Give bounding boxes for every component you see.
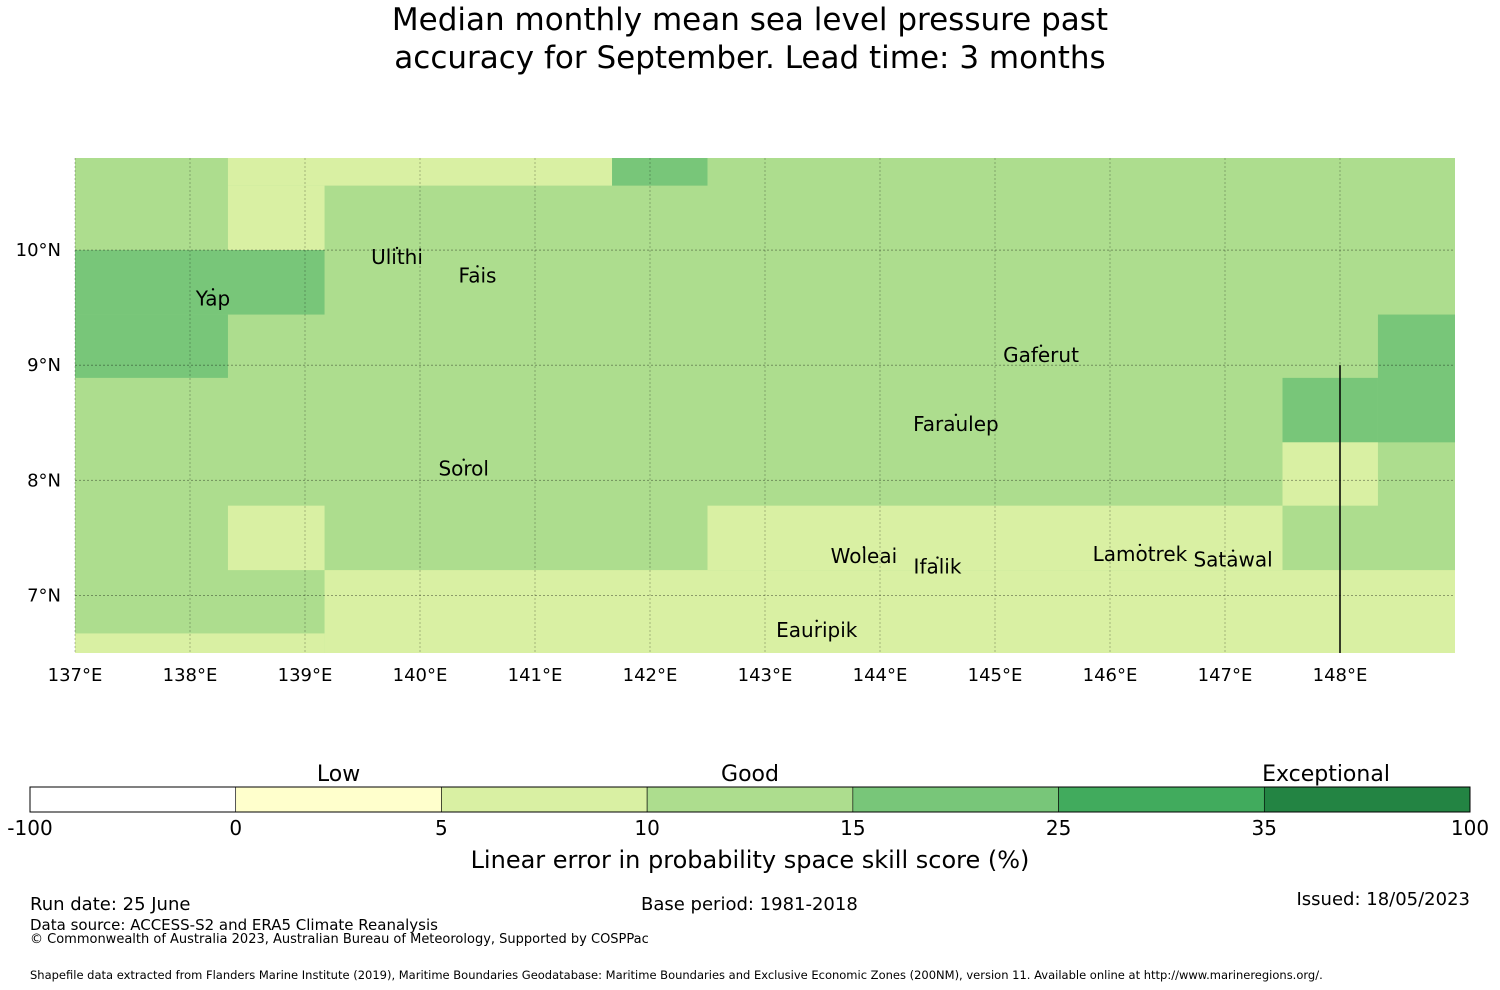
legend-category-label: Low [317, 762, 360, 787]
colorbar-tick-labels: -100 0 5 10 15 25 35 100 [7, 816, 1489, 840]
colorbar-bin [852, 786, 1059, 813]
colorbar-tick-label: 35 [1252, 816, 1277, 840]
data-source: Data source: ACCESS-S2 and ERA5 Climate … [30, 916, 438, 934]
skill-cell [227, 505, 325, 571]
skill-cell [707, 505, 1283, 571]
legend-category-label: Exceptional [1262, 762, 1390, 787]
longitude-tick-labels: 137°E 138°E 139°E 140°E 141°E 142°E 143°E 144°E… [48, 665, 1368, 686]
colorbar [29, 786, 1471, 813]
legend-category-label: Good [721, 762, 779, 787]
skill-cell [324, 570, 1455, 653]
run-date: Run date: 25 June [30, 894, 191, 915]
issued-date: Issued: 18/05/2023 [1296, 889, 1470, 910]
longitude-tick-label: 146°E [1083, 665, 1138, 686]
skill-cell [1377, 314, 1455, 443]
longitude-tick-label: 142°E [623, 665, 678, 686]
colorbar-tick-label: 15 [840, 816, 865, 840]
latitude-tick-label: 10°N [16, 240, 61, 261]
skill-cell [1282, 377, 1378, 443]
island-marker [476, 265, 479, 268]
colorbar-tick-label: 25 [1046, 816, 1071, 840]
island-marker [862, 546, 866, 549]
colorbar-bin [29, 786, 237, 813]
colorbar-tick-label: 0 [229, 816, 242, 840]
longitude-tick-label: 139°E [278, 665, 333, 686]
chart-title-line-1: Median monthly mean sea level pressure p… [391, 2, 1109, 38]
base-period: Base period: 1981-2018 [641, 894, 858, 915]
skill-cell [75, 314, 228, 378]
place-label: Eauripik [776, 618, 858, 642]
latitude-tick-labels: 7°N 8°N 9°N 10°N [16, 240, 61, 606]
shapefile-credit: Shapefile data extracted from Flanders M… [30, 968, 1323, 982]
colorbar-tick-label: -100 [7, 816, 52, 840]
latitude-tick-label: 9°N [27, 355, 61, 376]
place-label: Satawal [1193, 548, 1272, 572]
longitude-tick-label: 137°E [48, 665, 103, 686]
colorbar-bin [441, 786, 648, 813]
longitude-tick-label: 141°E [508, 665, 563, 686]
colorbar-bin [1058, 786, 1265, 813]
colorbar-legend: Low Good Exceptional -100 0 5 10 15 25 35 100 [7, 762, 1489, 840]
colorbar-bin [1263, 786, 1471, 813]
legend-category-labels: Low Good Exceptional [317, 762, 1390, 787]
longitude-tick-label: 148°E [1313, 665, 1368, 686]
island-marker [211, 288, 215, 291]
skill-grid [75, 158, 1455, 653]
colorbar-axis-label: Linear error in probability space skill … [471, 846, 1030, 874]
island-marker [1138, 543, 1142, 547]
chart-title: Median monthly mean sea level pressure p… [0, 1, 1500, 77]
skill-cell [75, 633, 325, 653]
place-label: Ulithi [371, 245, 423, 269]
copyright-notice: © Commonwealth of Australia 2023, Austra… [30, 932, 649, 947]
latitude-tick-label: 7°N [27, 585, 61, 606]
longitude-tick-label: 147°E [1198, 665, 1253, 686]
place-labels: Ulithi Fais Yap Gaferut Faraulep Sorol Woleai I… [195, 245, 1273, 642]
place-label: Lamotrek [1093, 542, 1188, 566]
colorbar-bin [235, 786, 442, 813]
island-marker [954, 413, 958, 417]
island-marker [395, 246, 399, 250]
colorbar-tick-label: 5 [435, 816, 448, 840]
skill-cell [227, 158, 613, 186]
longitude-tick-label: 140°E [393, 665, 448, 686]
place-label: Gaferut [1003, 343, 1079, 367]
place-label: Yap [195, 286, 230, 310]
skill-cell [227, 185, 325, 251]
island-marker [815, 619, 818, 623]
chart-title-line-2: accuracy for September. Lead time: 3 mon… [394, 40, 1106, 76]
skill-cell [612, 158, 708, 186]
colorbar-border [29, 786, 1471, 813]
island-marker [1231, 549, 1235, 552]
place-label: Woleai [831, 544, 898, 568]
longitude-tick-label: 138°E [163, 665, 218, 686]
skill-cell [1282, 442, 1378, 506]
latitude-tick-label: 8°N [27, 470, 61, 491]
island-marker [462, 458, 465, 461]
colorbar-tick-label: 10 [634, 816, 659, 840]
island-marker [936, 556, 939, 559]
place-label: Fais [459, 263, 497, 287]
longitude-tick-label: 143°E [738, 665, 793, 686]
place-label: Ifalik [914, 555, 962, 579]
place-label: Faraulep [913, 412, 999, 436]
colorbar-tick-label: 100 [1451, 816, 1489, 840]
longitude-tick-label: 145°E [968, 665, 1023, 686]
island-marker [1039, 344, 1043, 347]
colorbar-bin [646, 786, 854, 813]
skill-cell [75, 250, 325, 315]
place-label: Sorol [438, 457, 489, 481]
longitude-tick-label: 144°E [853, 665, 908, 686]
